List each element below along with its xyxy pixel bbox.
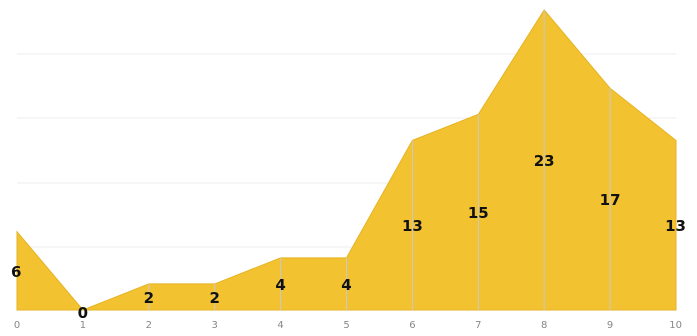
- x-tick-label: 0: [14, 320, 20, 331]
- x-tick-label: 8: [541, 320, 547, 331]
- data-label: 4: [341, 276, 351, 294]
- x-tick-label: 2: [146, 320, 152, 331]
- x-tick-label: 1: [80, 320, 86, 331]
- x-tick-label: 10: [669, 320, 682, 331]
- data-label: 2: [209, 289, 219, 307]
- area-series: [16, 9, 677, 311]
- data-label: 17: [600, 191, 621, 209]
- x-tick-label: 6: [409, 320, 415, 331]
- x-tick-label: 3: [212, 320, 218, 331]
- x-tick-label: 5: [343, 320, 349, 331]
- vertical-guide-lines: [148, 10, 611, 310]
- data-label: 13: [665, 217, 686, 235]
- data-label: 4: [275, 276, 285, 294]
- data-label: 13: [402, 217, 423, 235]
- data-label: 23: [534, 152, 555, 170]
- x-tick-label: 7: [475, 320, 481, 331]
- data-label: 6: [11, 263, 21, 281]
- x-tick-label: 4: [277, 320, 283, 331]
- data-labels: 6 0 2 2 4 4 13 15 23 17 13: [11, 152, 686, 322]
- x-axis-ticks: 0 1 2 3 4 5 6 7 8 9 10: [14, 320, 682, 331]
- x-tick-label: 9: [607, 320, 613, 331]
- data-label: 0: [78, 304, 88, 322]
- data-label: 2: [144, 289, 154, 307]
- data-label: 15: [468, 204, 489, 222]
